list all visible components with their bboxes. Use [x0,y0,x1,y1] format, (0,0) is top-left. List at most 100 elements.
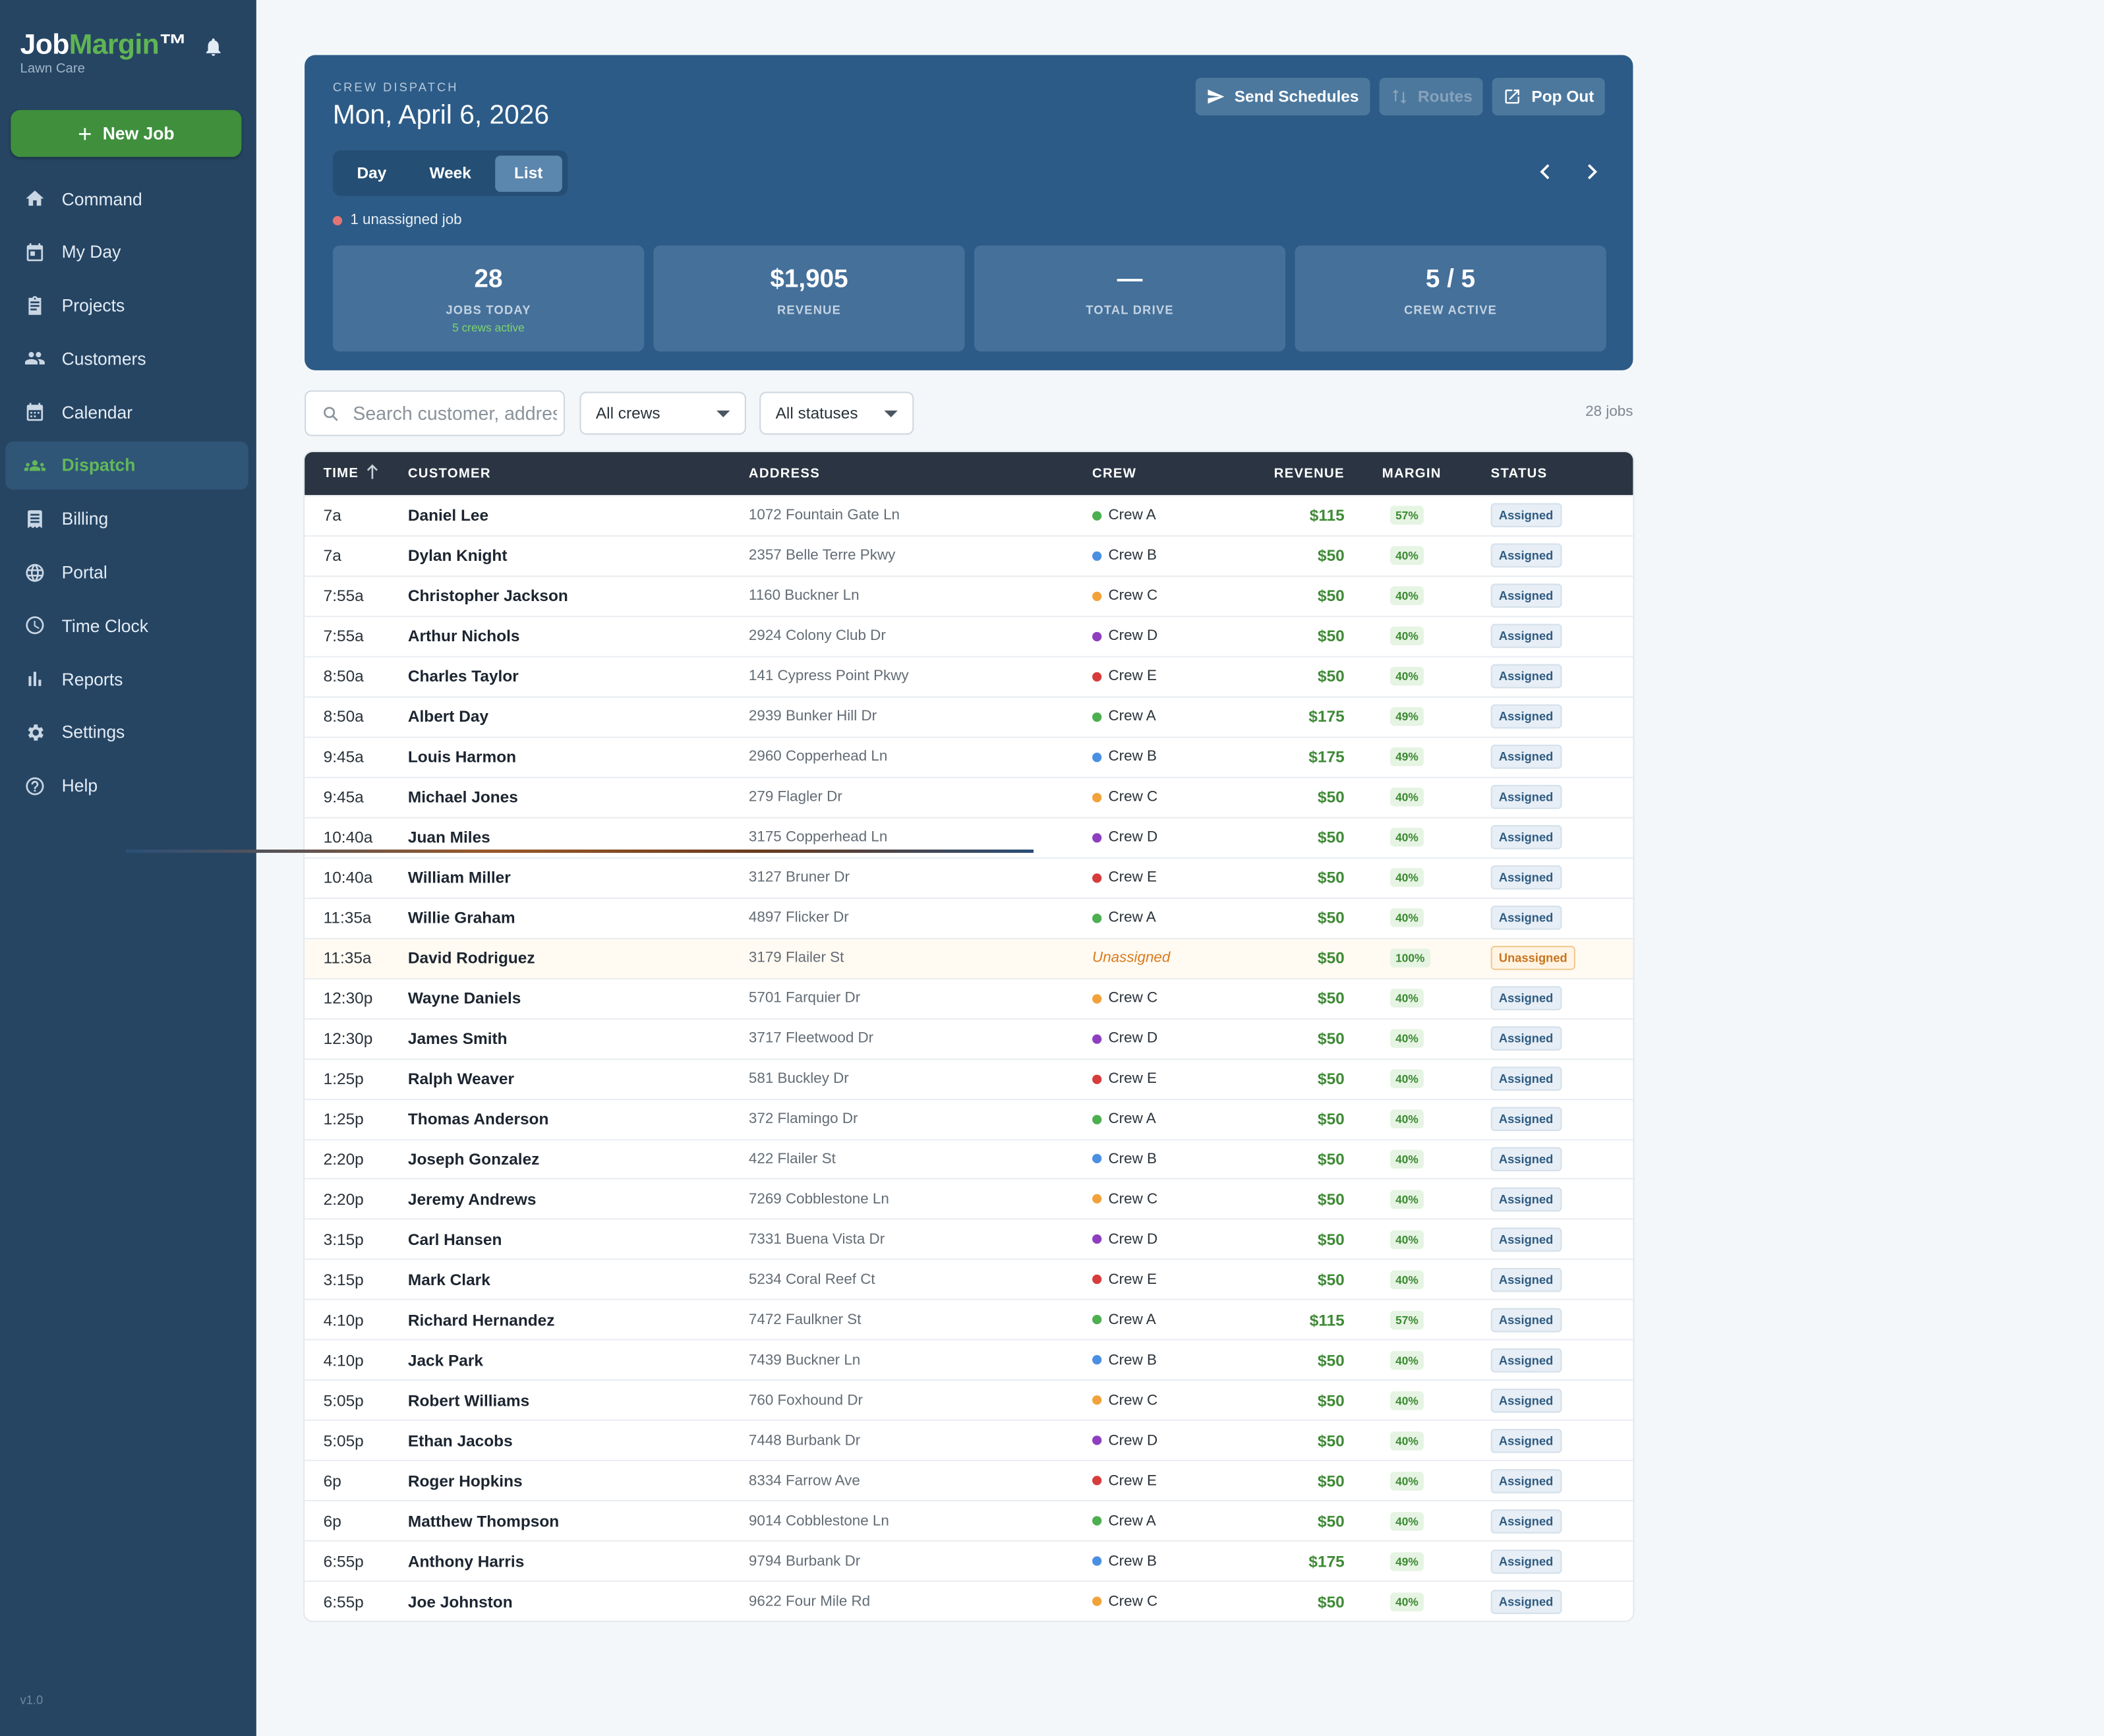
table-row[interactable]: 12:30p James Smith 3717 Fleetwood Dr Crew D… [305,1018,1633,1058]
crew-column-header[interactable]: CREW [1092,466,1137,481]
table-row[interactable]: 7a Dylan Knight 2357 Belle Terre Pkwy Crew … [305,535,1633,575]
customer-name[interactable]: Mark Clark [407,1270,490,1290]
table-row[interactable]: 1:25p Thomas Anderson 372 Flamingo Dr Crew … [305,1098,1633,1138]
table-row[interactable]: 1:25p Ralph Weaver 581 Buckley Dr Crew E $50… [305,1058,1633,1098]
sidebar-item-reports[interactable]: Reports [5,655,248,703]
customer-name[interactable]: James Smith [407,1029,508,1049]
send-schedules-button[interactable]: Send Schedules [1195,78,1370,116]
crew-cell[interactable]: Crew E [1092,1272,1235,1288]
customer-name[interactable]: Jeremy Andrews [407,1190,537,1209]
crew-cell[interactable]: Crew A [1092,1513,1235,1529]
crew-cell[interactable]: Crew E [1092,669,1235,685]
table-row[interactable]: 2:20p Jeremy Andrews 7269 Cobblestone Ln Cr… [305,1178,1633,1219]
sidebar-item-my-day[interactable]: My Day [5,228,248,276]
status-column-header[interactable]: STATUS [1490,466,1548,481]
customer-name[interactable]: Anthony Harris [407,1551,525,1571]
crew-cell[interactable]: Crew A [1092,910,1235,926]
customer-name[interactable]: Juan Miles [407,828,490,848]
customer-name[interactable]: Daniel Lee [407,506,489,525]
crew-cell[interactable]: Crew E [1092,1473,1235,1489]
table-row[interactable]: 7:55a Arthur Nichols 2924 Colony Club Dr Cr… [305,616,1633,656]
sidebar-item-billing[interactable]: Billing [5,495,248,543]
crew-cell[interactable]: Crew B [1092,548,1235,564]
table-row[interactable]: 6p Roger Hopkins 8334 Farrow Ave Crew E $50 4… [305,1460,1633,1500]
customer-name[interactable]: Jack Park [407,1350,483,1370]
previous-day-button[interactable] [1536,161,1555,183]
new-job-button[interactable]: + New Job [11,109,242,158]
table-row[interactable]: 8:50a Charles Taylor 141 Cypress Point Pkw… [305,656,1633,696]
customer-name[interactable]: Matthew Thompson [407,1511,560,1531]
customer-name[interactable]: Ethan Jacobs [407,1431,513,1451]
crew-cell[interactable]: Crew C [1092,991,1235,1006]
crew-cell[interactable]: Crew B [1092,749,1235,765]
crew-cell[interactable]: Crew D [1092,1433,1235,1449]
customer-column-header[interactable]: CUSTOMER [407,466,491,481]
customer-name[interactable]: Willie Graham [407,908,515,928]
crew-cell[interactable]: Crew D [1092,1031,1235,1047]
sidebar-item-settings[interactable]: Settings [5,709,248,757]
customer-name[interactable]: Joseph Gonzalez [407,1149,540,1169]
customer-name[interactable]: Carl Hansen [407,1230,502,1250]
time-column-header[interactable]: TIME [305,464,408,482]
table-row[interactable]: 4:10p Jack Park 7439 Buckner Ln Crew B $50 40… [305,1339,1633,1379]
customer-name[interactable]: Dylan Knight [407,546,508,565]
crew-filter-select[interactable]: All crews [579,391,746,435]
search-input[interactable] [350,401,560,426]
sidebar-item-help[interactable]: Help [5,762,248,810]
table-row[interactable]: 5:05p Ethan Jacobs 7448 Burbank Dr Crew D $5… [305,1420,1633,1460]
sidebar-item-customers[interactable]: Customers [5,335,248,383]
address-column-header[interactable]: ADDRESS [748,466,821,481]
customer-name[interactable]: Richard Hernandez [407,1310,555,1330]
sidebar-item-projects[interactable]: Projects [5,281,248,330]
crew-cell[interactable]: Crew C [1092,1594,1235,1609]
sidebar-item-command[interactable]: Command [5,175,248,223]
table-row[interactable]: 3:15p Mark Clark 5234 Coral Reef Ct Crew E $… [305,1259,1633,1299]
table-row[interactable]: 9:45a Louis Harmon 2960 Copperhead Ln Crew … [305,736,1633,776]
customer-name[interactable]: Wayne Daniels [407,989,521,1008]
view-tab-list[interactable]: List [495,155,562,192]
customer-name[interactable]: Louis Harmon [407,747,517,767]
crew-cell[interactable]: Crew A [1092,1312,1235,1328]
sidebar-item-dispatch[interactable]: Dispatch [5,441,248,490]
table-row[interactable]: 7:55a Christopher Jackson 1160 Buckner Ln C… [305,575,1633,616]
customer-name[interactable]: Ralph Weaver [407,1069,514,1089]
crew-cell[interactable]: Crew A [1092,709,1235,725]
table-row[interactable]: 4:10p Richard Hernandez 7472 Faulkner St Cr… [305,1299,1633,1339]
table-row[interactable]: 6p Matthew Thompson 9014 Cobblestone Ln Cre… [305,1500,1633,1540]
brand-logo[interactable]: JobMargin™ [20,30,187,62]
crew-cell[interactable]: Crew C [1092,1192,1235,1207]
table-row[interactable]: 6:55p Joe Johnston 9622 Four Mile Rd Crew C… [305,1580,1633,1621]
crew-cell[interactable]: Crew A [1092,507,1235,524]
customer-name[interactable]: William Miller [407,868,511,888]
customer-name[interactable]: Christopher Jackson [407,587,568,606]
next-day-button[interactable] [1582,161,1600,183]
crew-cell[interactable]: Crew C [1092,588,1235,604]
margin-column-header[interactable]: MARGIN [1382,466,1442,481]
crew-cell[interactable]: Crew D [1092,629,1235,645]
crew-cell[interactable]: Crew D [1092,830,1235,846]
table-row[interactable]: 5:05p Robert Williams 760 Foxhound Dr Crew … [305,1379,1633,1420]
crew-cell[interactable]: Crew B [1092,1352,1235,1368]
crew-cell[interactable]: Crew D [1092,1232,1235,1248]
table-row[interactable]: 10:40a William Miller 3127 Bruner Dr Crew E… [305,857,1633,897]
customer-name[interactable]: Michael Jones [407,788,518,807]
customer-name[interactable]: Thomas Anderson [407,1109,549,1129]
table-row[interactable]: 8:50a Albert Day 2939 Bunker Hill Dr Crew A… [305,696,1633,736]
routes-button[interactable]: Routes [1379,78,1484,116]
customer-name[interactable]: Joe Johnston [407,1592,513,1611]
status-filter-select[interactable]: All statuses [759,391,914,435]
view-tab-week[interactable]: Week [429,163,471,183]
customer-name[interactable]: Albert Day [407,707,489,726]
customer-name[interactable]: Arthur Nichols [407,627,520,646]
crew-cell[interactable]: Crew E [1092,870,1235,886]
table-row[interactable]: 11:35a David Rodriguez 3179 Flailer St Unas… [305,937,1633,978]
unassigned-alert[interactable]: 1 unassigned job [332,212,462,228]
sidebar-item-calendar[interactable]: Calendar [5,388,248,436]
sidebar-item-time-clock[interactable]: Time Clock [5,602,248,650]
pop-out-button[interactable]: Pop Out [1492,78,1605,116]
customer-name[interactable]: Robert Williams [407,1391,530,1410]
table-row[interactable]: 3:15p Carl Hansen 7331 Buena Vista Dr Crew … [305,1219,1633,1259]
crew-cell[interactable]: Unassigned [1092,950,1235,966]
table-row[interactable]: 12:30p Wayne Daniels 5701 Farquier Dr Crew … [305,977,1633,1018]
table-row[interactable]: 7a Daniel Lee 1072 Fountain Gate Ln Crew A $… [305,495,1633,535]
